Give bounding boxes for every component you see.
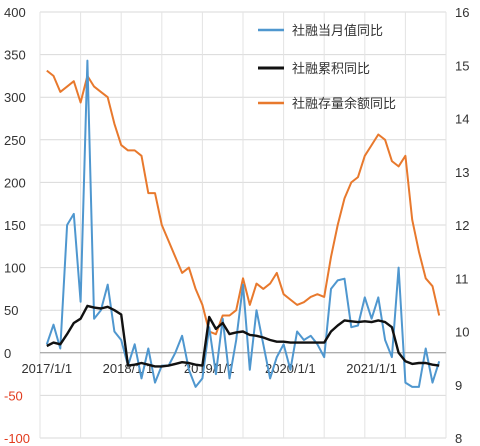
right-tick-label: 13 — [455, 165, 469, 180]
right-tick-label: 10 — [455, 325, 469, 340]
left-tick-label: 100 — [4, 261, 26, 276]
right-tick-label: 16 — [455, 5, 469, 20]
left-tick-label: 0 — [4, 346, 11, 361]
left-tick-label: -50 — [4, 388, 23, 403]
right-tick-label: 11 — [455, 271, 469, 286]
series-line-2 — [46, 304, 440, 368]
legend-label: 社融存量余额同比 — [292, 96, 396, 111]
left-tick-label: 50 — [4, 303, 18, 318]
gridlines — [39, 11, 447, 439]
right-axis: 16 15 14 13 12 11 10 9 8 — [455, 5, 469, 446]
series-line-1 — [45, 59, 441, 388]
left-tick-label: 400 — [4, 5, 26, 20]
right-tick-label: 12 — [455, 218, 469, 233]
right-tick-label: 8 — [455, 431, 462, 446]
left-axis: 400 350 300 250 200 150 100 50 0 -50 -100 — [4, 5, 30, 446]
right-tick-label: 9 — [455, 378, 462, 393]
legend-label: 社融当月值同比 — [292, 23, 383, 38]
left-tick-label: 300 — [4, 90, 26, 105]
x-tick-label: 2017/1/1 — [21, 361, 72, 376]
x-tick-label: 2021/1/1 — [346, 361, 397, 376]
right-tick-label: 14 — [455, 112, 469, 127]
left-tick-label: 250 — [4, 133, 26, 148]
series-lines — [45, 59, 441, 388]
left-tick-label: 200 — [4, 175, 26, 190]
left-tick-label: -100 — [4, 431, 30, 446]
left-tick-label: 150 — [4, 218, 26, 233]
right-tick-label: 15 — [455, 58, 469, 73]
series-line-3 — [46, 69, 441, 336]
legend-label: 社融累积同比 — [292, 61, 370, 76]
left-tick-label: 350 — [4, 48, 26, 63]
